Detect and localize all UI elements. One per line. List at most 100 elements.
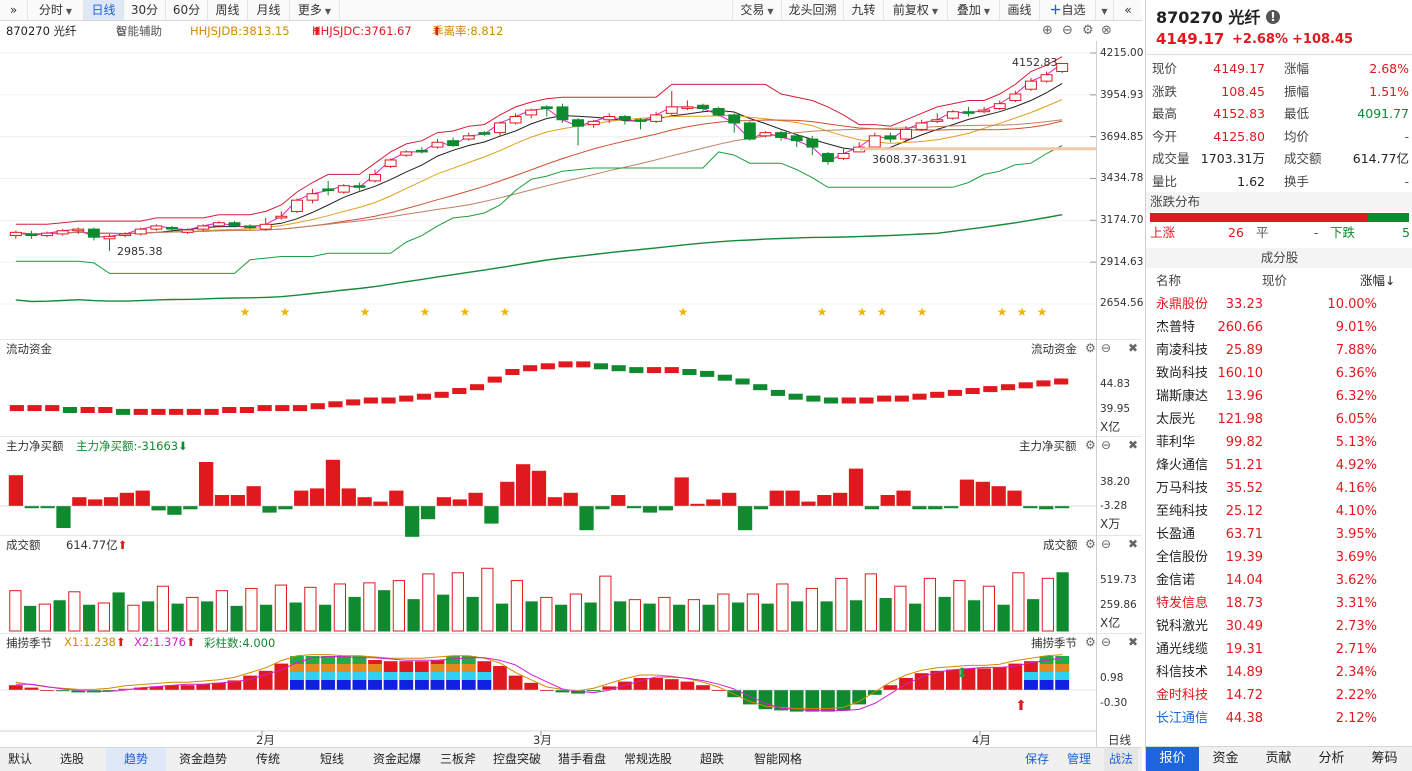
bottom-tab-zhinengwangge[interactable]: 智能网格 bbox=[753, 752, 802, 766]
component-row[interactable]: 菲利华 99.82 5.13% bbox=[1146, 431, 1412, 454]
bottom-tab-zijinqushi[interactable]: 资金趋势 bbox=[178, 752, 227, 766]
strategy-button[interactable]: 战法 bbox=[1104, 748, 1138, 771]
bottom-tab-chuantong[interactable]: 传统 bbox=[255, 752, 280, 766]
bottom-tab-chaodie[interactable]: 超跌 bbox=[699, 752, 724, 766]
liudong-bar bbox=[328, 401, 343, 408]
buji-bar bbox=[524, 682, 539, 690]
jiuzhuan-button[interactable]: 九转 bbox=[844, 0, 884, 20]
longtou-button[interactable]: 龙头回溯 bbox=[782, 0, 844, 20]
tab-chouma[interactable]: 筹码 bbox=[1371, 751, 1398, 766]
tab-zijin[interactable]: 资金 bbox=[1212, 751, 1239, 766]
tab-zhouxian[interactable]: 周线 bbox=[208, 0, 248, 20]
component-row[interactable]: 金时科技 14.72 2.22% bbox=[1146, 684, 1412, 707]
close-icon[interactable]: ⊗ bbox=[1101, 23, 1112, 38]
draw-button[interactable]: 画线 bbox=[1000, 0, 1040, 20]
trade-button[interactable]: 交易 ▼ bbox=[732, 0, 782, 20]
col-pct[interactable]: 涨幅↓ bbox=[1360, 273, 1396, 288]
tab-fenxi[interactable]: 分析 bbox=[1318, 751, 1345, 766]
tab-more[interactable]: 更多 ▼ bbox=[290, 0, 340, 20]
candle-body bbox=[228, 222, 241, 227]
buji-color-bar bbox=[446, 656, 460, 664]
star-icon: ★ bbox=[917, 305, 928, 319]
tab-fenshi[interactable]: 分时 ▼ bbox=[28, 0, 84, 20]
component-row[interactable]: 杰普特 260.66 9.01% bbox=[1146, 316, 1412, 339]
settings-icon[interactable]: ⚙ bbox=[1085, 438, 1096, 452]
axis-label: 2914.63 bbox=[1100, 256, 1144, 268]
bottom-tab-duanxian[interactable]: 短线 bbox=[319, 752, 344, 766]
minimize-icon[interactable]: ⊖ bbox=[1101, 635, 1112, 649]
component-row[interactable]: 永鼎股份 33.23 10.00% bbox=[1146, 293, 1412, 316]
component-row[interactable]: 万马科技 35.52 4.16% bbox=[1146, 477, 1412, 500]
component-row[interactable]: 通光线缆 19.31 2.71% bbox=[1146, 638, 1412, 661]
info-icon[interactable]: ! bbox=[1265, 10, 1280, 24]
close-icon[interactable]: ✖ bbox=[1128, 635, 1139, 649]
manage-button[interactable]: 管理 bbox=[1066, 752, 1091, 766]
component-price: 14.04 bbox=[1225, 573, 1263, 588]
close-icon[interactable]: ✖ bbox=[1128, 537, 1139, 551]
settings-icon[interactable]: ⚙ bbox=[1085, 635, 1096, 649]
buji-bar bbox=[664, 679, 679, 690]
bottom-tab-kongpan[interactable]: 控盘突破 bbox=[492, 752, 541, 766]
settings-icon[interactable]: ⚙ bbox=[1085, 341, 1096, 355]
component-row[interactable]: 长盈通 63.71 3.95% bbox=[1146, 523, 1412, 546]
component-price: 14.72 bbox=[1225, 688, 1263, 703]
tab-gongxian[interactable]: 贡献 bbox=[1265, 751, 1292, 766]
minimize-icon[interactable]: ⊖ bbox=[1101, 341, 1112, 355]
kline-chart[interactable]: ★ ★ ★ ★ ★ ★ ★ ★ ★ ★ ★ ★ ★ ★ ⬇ ⬆ bbox=[0, 0, 1142, 747]
close-icon[interactable]: ✖ bbox=[1128, 341, 1139, 355]
save-button[interactable]: 保存 bbox=[1024, 752, 1049, 766]
minimize-icon[interactable]: ⊖ bbox=[1062, 23, 1073, 38]
component-row[interactable]: 锐科激光 30.49 2.73% bbox=[1146, 615, 1412, 638]
zhuli-bar bbox=[642, 506, 658, 513]
bottom-tab-zijinqibao[interactable]: 资金起爆 bbox=[372, 752, 421, 766]
component-row[interactable]: 特发信息 18.73 3.31% bbox=[1146, 592, 1412, 615]
bottom-tab-sanbanfu[interactable]: 三板斧 bbox=[439, 752, 476, 766]
bottom-tab-xuangu[interactable]: 选股 bbox=[59, 752, 84, 766]
bottom-tab-qushi[interactable]: 趋势 bbox=[106, 748, 166, 771]
collapse-left-icon[interactable]: » bbox=[0, 0, 28, 20]
col-name[interactable]: 名称 bbox=[1156, 273, 1182, 288]
component-row[interactable]: 全信股份 19.39 3.69% bbox=[1146, 546, 1412, 569]
bottom-tab-moren[interactable]: 默认 bbox=[7, 752, 32, 766]
zhuli-bar bbox=[579, 506, 594, 531]
minimize-icon[interactable]: ⊖ bbox=[1101, 537, 1112, 551]
zhuli-bar bbox=[626, 506, 642, 509]
bottom-tab-changgui[interactable]: 常规选股 bbox=[623, 752, 672, 766]
component-row[interactable]: 烽火通信 51.21 4.92% bbox=[1146, 454, 1412, 477]
tab-30fen[interactable]: 30分 bbox=[124, 0, 166, 20]
overlay-button[interactable]: 叠加 ▼ bbox=[948, 0, 1000, 20]
flat-label: 平 bbox=[1256, 225, 1269, 240]
minimize-icon[interactable]: ⊖ bbox=[1101, 438, 1112, 452]
component-row[interactable]: 至纯科技 25.12 4.10% bbox=[1146, 500, 1412, 523]
col-price[interactable]: 现价 bbox=[1262, 273, 1288, 288]
collapse-right-icon[interactable]: « bbox=[1124, 3, 1132, 17]
zhuli-title-right: 主力净买额 bbox=[1019, 439, 1077, 453]
component-row[interactable]: 致尚科技 160.10 6.36% bbox=[1146, 362, 1412, 385]
add-indicator-icon[interactable]: ⊕ bbox=[1042, 23, 1053, 38]
bottom-tab-lieshou[interactable]: 猎手看盘 bbox=[557, 752, 606, 766]
component-row[interactable]: 科信技术 14.89 2.34% bbox=[1146, 661, 1412, 684]
tab-baojia[interactable]: 报价 bbox=[1146, 747, 1199, 771]
buji-color-bar bbox=[1055, 664, 1070, 672]
zhuli-bar bbox=[199, 462, 214, 506]
candle-body bbox=[821, 153, 834, 163]
component-row[interactable]: 长江通信 44.38 2.12% bbox=[1146, 707, 1412, 730]
watchlist-dropdown-icon[interactable]: ▼ bbox=[1096, 0, 1114, 20]
zhuli-bar bbox=[151, 506, 166, 511]
liudong-bar bbox=[239, 407, 255, 413]
close-icon[interactable]: ✖ bbox=[1128, 438, 1139, 452]
settings-icon[interactable]: ⚙ bbox=[1082, 23, 1094, 38]
component-row[interactable]: 金信诺 14.04 3.62% bbox=[1146, 569, 1412, 592]
tab-rixian[interactable]: 日线 bbox=[84, 0, 124, 20]
settings-icon[interactable]: ⚙ bbox=[1085, 537, 1096, 551]
axis-label: 3174.70 bbox=[1100, 214, 1144, 226]
watchlist-button[interactable]: ＋自选 bbox=[1040, 0, 1096, 20]
tab-60fen[interactable]: 60分 bbox=[166, 0, 208, 20]
component-row[interactable]: 太辰光 121.98 6.05% bbox=[1146, 408, 1412, 431]
component-name: 永鼎股份 bbox=[1156, 297, 1209, 312]
buji-color-bar bbox=[352, 680, 367, 690]
component-row[interactable]: 瑞斯康达 13.96 6.32% bbox=[1146, 385, 1412, 408]
tab-yuexian[interactable]: 月线 bbox=[248, 0, 290, 20]
fuquan-button[interactable]: 前复权 ▼ bbox=[884, 0, 948, 20]
component-row[interactable]: 南凌科技 25.89 7.88% bbox=[1146, 339, 1412, 362]
